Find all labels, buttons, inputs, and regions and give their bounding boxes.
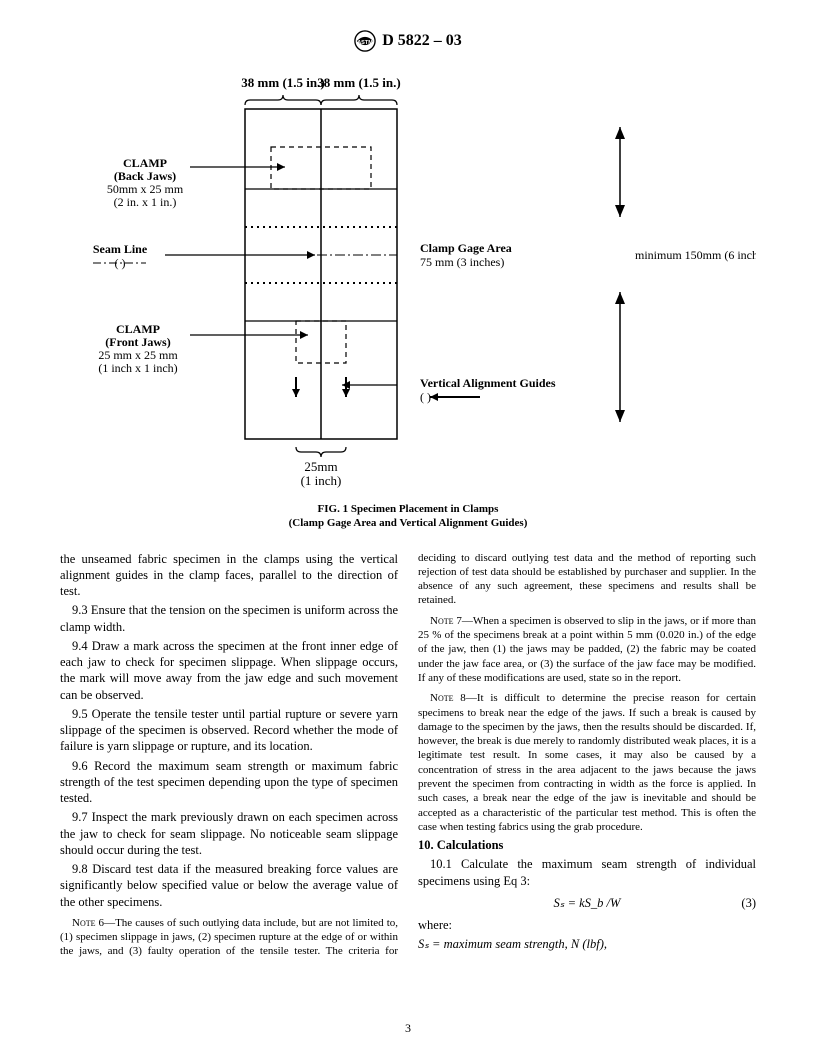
body-text: the unseamed fabric specimen in the clam…: [60, 551, 756, 959]
svg-text:Clamp Gage Area: Clamp Gage Area: [420, 241, 512, 255]
svg-text:Seam Line: Seam Line: [93, 242, 148, 256]
p-intro: the unseamed fabric specimen in the clam…: [60, 551, 398, 600]
svg-text:( ): ( ): [420, 390, 431, 404]
svg-text:38 mm (1.5 in.): 38 mm (1.5 in.): [317, 75, 400, 90]
section-10-title: 10. Calculations: [418, 837, 756, 853]
equation-3: Sₛ = kS_b /W(3): [418, 895, 756, 911]
designation-number: D 5822 – 03: [382, 32, 462, 50]
page-number: 3: [0, 1021, 816, 1036]
p-10.1: 10.1 Calculate the maximum seam strength…: [418, 856, 756, 889]
p-9.3: 9.3 Ensure that the tension on the speci…: [60, 602, 398, 635]
svg-text:(Back Jaws): (Back Jaws): [114, 169, 176, 183]
where-label: where:: [418, 917, 756, 933]
svg-text:(1 inch x 1 inch): (1 inch x 1 inch): [98, 361, 177, 375]
svg-text:minimum 150mm (6 inches): minimum 150mm (6 inches): [635, 248, 756, 262]
figure-caption: FIG. 1 Specimen Placement in Clamps (Cla…: [60, 502, 756, 531]
figure-1: 38 mm (1.5 in.) 38 mm (1.5 in.): [60, 67, 756, 497]
p-9.8: 9.8 Discard test data if the measured br…: [60, 861, 398, 910]
svg-text:25mm: 25mm: [304, 459, 337, 474]
svg-text:CLAMP: CLAMP: [123, 156, 167, 170]
p-9.5: 9.5 Operate the tensile tester until par…: [60, 706, 398, 755]
note-8: Note 8—It is difficult to determine the …: [418, 691, 756, 834]
svg-text:(2 in. x 1 in.): (2 in. x 1 in.): [114, 195, 177, 209]
p-9.4: 9.4 Draw a mark across the specimen at t…: [60, 638, 398, 703]
svg-text:75 mm (3 inches): 75 mm (3 inches): [420, 255, 504, 269]
p-9.6: 9.6 Record the maximum seam strength or …: [60, 758, 398, 807]
svg-text:(Front Jaws): (Front Jaws): [105, 335, 170, 349]
svg-text:CLAMP: CLAMP: [116, 322, 160, 336]
page-header: ASTM D 5822 – 03: [60, 30, 756, 52]
svg-text:Vertical Alignment Guides: Vertical Alignment Guides: [420, 376, 556, 390]
where-ss: Sₛ = maximum seam strength, N (lbf),: [418, 936, 756, 952]
p-9.7: 9.7 Inspect the mark previously drawn on…: [60, 809, 398, 858]
svg-text:25 mm x 25 mm: 25 mm x 25 mm: [98, 348, 178, 362]
svg-text:ASTM: ASTM: [357, 40, 373, 46]
svg-text:38 mm (1.5 in.): 38 mm (1.5 in.): [241, 75, 324, 90]
svg-text:(1 inch): (1 inch): [301, 473, 342, 488]
note-7: Note 7—When a specimen is observed to sl…: [418, 614, 756, 685]
svg-text:50mm x 25 mm: 50mm x 25 mm: [107, 182, 184, 196]
astm-logo-icon: ASTM: [354, 30, 376, 52]
